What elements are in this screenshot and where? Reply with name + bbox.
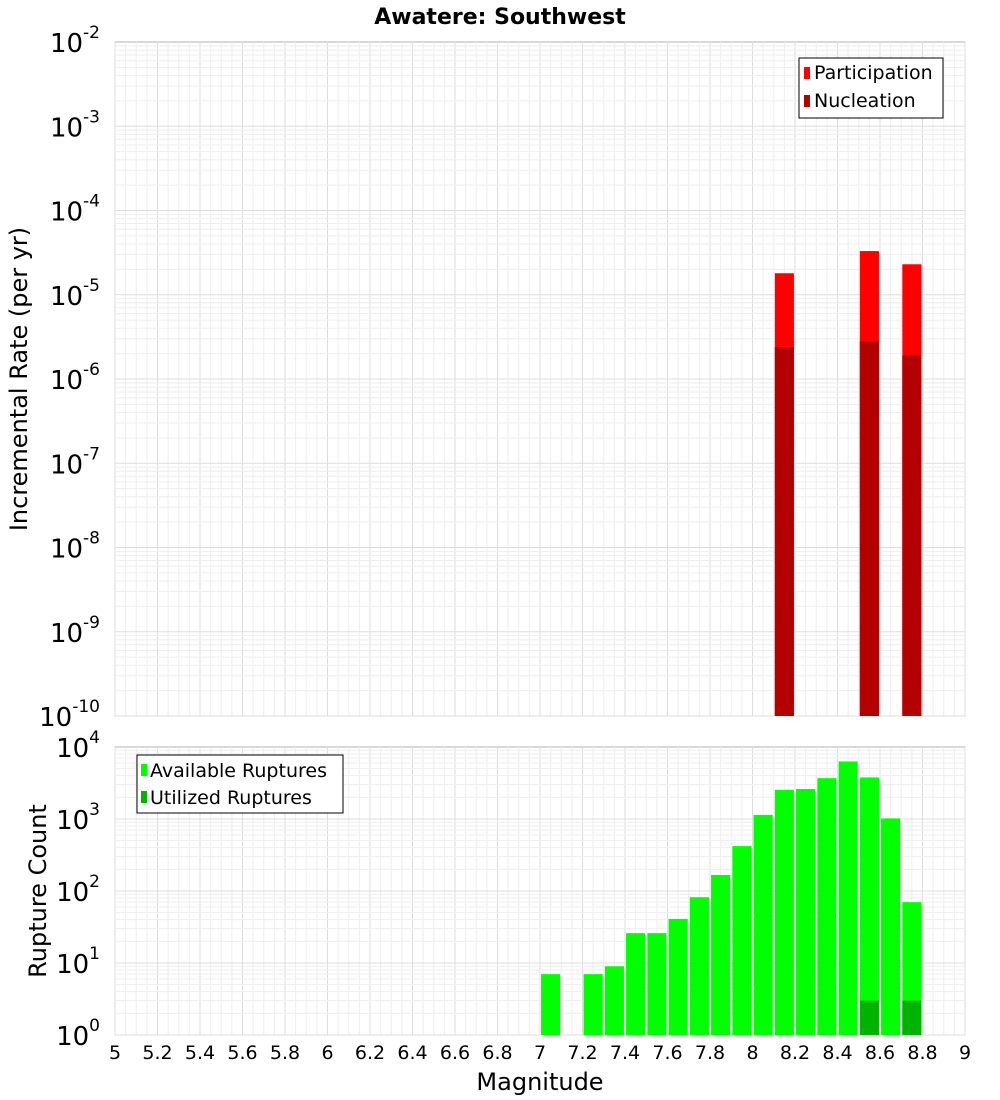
x-tick-label: 5.8: [270, 1042, 300, 1064]
bottom-bar-available-ruptures: [732, 846, 752, 1035]
legend-swatch-utilized: [141, 791, 147, 803]
bottom-y-tick-label: 104: [56, 728, 100, 764]
top-y-tick-label: 10-4: [50, 192, 100, 228]
legend-label-participation: Participation: [814, 62, 933, 84]
bottom-bar-available-ruptures: [817, 778, 837, 1035]
top-y-axis-label: Incremental Rate (per yr): [5, 227, 33, 531]
bottom-bar-available-ruptures: [626, 933, 646, 1035]
top-y-tick-label: 10-3: [50, 107, 100, 143]
legend-swatch-nucleation: [804, 95, 810, 107]
bottom-bar-utilized-ruptures: [902, 1000, 922, 1035]
bottom-bar-available-ruptures: [753, 814, 773, 1035]
top-bar-nucleation: [859, 341, 879, 716]
x-tick-label: 5.4: [185, 1042, 215, 1064]
top-bar-nucleation: [902, 355, 922, 716]
top-panel: 10-10 10-9 10-8 10-7 10-6 10-5 10-4 10-3 10-2 In…: [5, 23, 966, 733]
top-y-tick-label: 10-7: [50, 444, 100, 480]
x-tick-label: 7: [534, 1042, 546, 1064]
bottom-bar-available-ruptures: [838, 761, 858, 1035]
bottom-bar-available-ruptures: [881, 818, 901, 1035]
x-tick-label: 8.2: [780, 1042, 810, 1064]
top-legend: Participation Nucleation: [798, 57, 944, 119]
bottom-y-tick-label: 103: [56, 800, 100, 836]
top-bars: [774, 251, 922, 717]
x-tick-label: 8.6: [865, 1042, 895, 1064]
bottom-y-axis-label: Rupture Count: [24, 804, 52, 978]
x-tick-label: 8: [746, 1042, 758, 1064]
bottom-panel: 100 101 102 103 104 5 5.2 5.4 5.6 5.8 6 6.2 6.4 6.6 6…: [24, 728, 971, 1096]
bottom-legend: Available Ruptures Utilized Ruptures: [136, 754, 344, 814]
top-gridlines: [114, 42, 966, 717]
x-tick-label: 6.4: [397, 1042, 427, 1064]
x-axis-label: Magnitude: [476, 1068, 603, 1096]
bottom-bar-available-ruptures: [689, 897, 709, 1035]
bottom-bar-available-ruptures: [668, 918, 688, 1035]
x-tick-label: 5.2: [142, 1042, 172, 1064]
bottom-x-ticks: 5 5.2 5.4 5.6 5.8 6 6.2 6.4 6.6 6.8 7 7.2 7.4 7.6 7.8 8…: [109, 1042, 971, 1064]
bottom-bar-available-ruptures: [774, 789, 794, 1035]
top-y-tick-label: 10-6: [50, 360, 100, 396]
legend-label-utilized: Utilized Ruptures: [150, 787, 312, 809]
bottom-bar-utilized-ruptures: [859, 1000, 879, 1035]
bottom-bar-available-ruptures: [583, 974, 603, 1035]
x-tick-label: 6.8: [482, 1042, 512, 1064]
top-y-tick-label: 10-5: [50, 276, 100, 312]
bottom-bar-available-ruptures: [647, 933, 667, 1035]
x-tick-label: 6.2: [355, 1042, 385, 1064]
bottom-bars: [541, 761, 922, 1035]
bottom-y-tick-label: 102: [56, 872, 100, 908]
bottom-bar-available-ruptures: [859, 777, 879, 1035]
top-y-tick-label: 10-8: [50, 529, 100, 565]
bottom-y-tick-label: 101: [56, 944, 100, 980]
bottom-bar-available-ruptures: [604, 966, 624, 1035]
bottom-bar-available-ruptures: [541, 974, 561, 1035]
bottom-y-tick-label: 100: [56, 1016, 100, 1052]
x-tick-label: 6.6: [440, 1042, 470, 1064]
x-tick-label: 8.4: [822, 1042, 852, 1064]
x-tick-label: 5: [109, 1042, 121, 1064]
bottom-bar-available-ruptures: [796, 789, 816, 1035]
x-tick-label: 5.6: [227, 1042, 257, 1064]
top-y-tick-label: 10-9: [50, 613, 100, 649]
legend-swatch-available: [141, 764, 147, 776]
x-tick-label: 6: [321, 1042, 333, 1064]
top-y-ticks: 10-10 10-9 10-8 10-7 10-6 10-5 10-4 10-3 10-2: [39, 23, 100, 733]
chart-title: Awatere: Southwest: [374, 5, 626, 30]
top-legend-box: [798, 57, 944, 119]
x-tick-label: 7.6: [652, 1042, 682, 1064]
x-tick-label: 7.2: [567, 1042, 597, 1064]
x-tick-label: 7.4: [610, 1042, 640, 1064]
bottom-y-ticks: 100 101 102 103 104: [56, 728, 100, 1052]
x-tick-label: 9: [959, 1042, 971, 1064]
legend-swatch-participation: [804, 67, 810, 79]
legend-label-nucleation: Nucleation: [814, 90, 916, 112]
x-tick-label: 8.8: [907, 1042, 937, 1064]
bottom-bar-available-ruptures: [711, 874, 731, 1035]
x-tick-label: 7.8: [695, 1042, 725, 1064]
top-y-tick-label: 10-10: [39, 697, 100, 733]
bottom-legend-box: [136, 754, 344, 814]
top-bar-nucleation: [774, 346, 794, 716]
legend-label-available: Available Ruptures: [150, 760, 327, 782]
top-y-tick-label: 10-2: [50, 23, 100, 59]
